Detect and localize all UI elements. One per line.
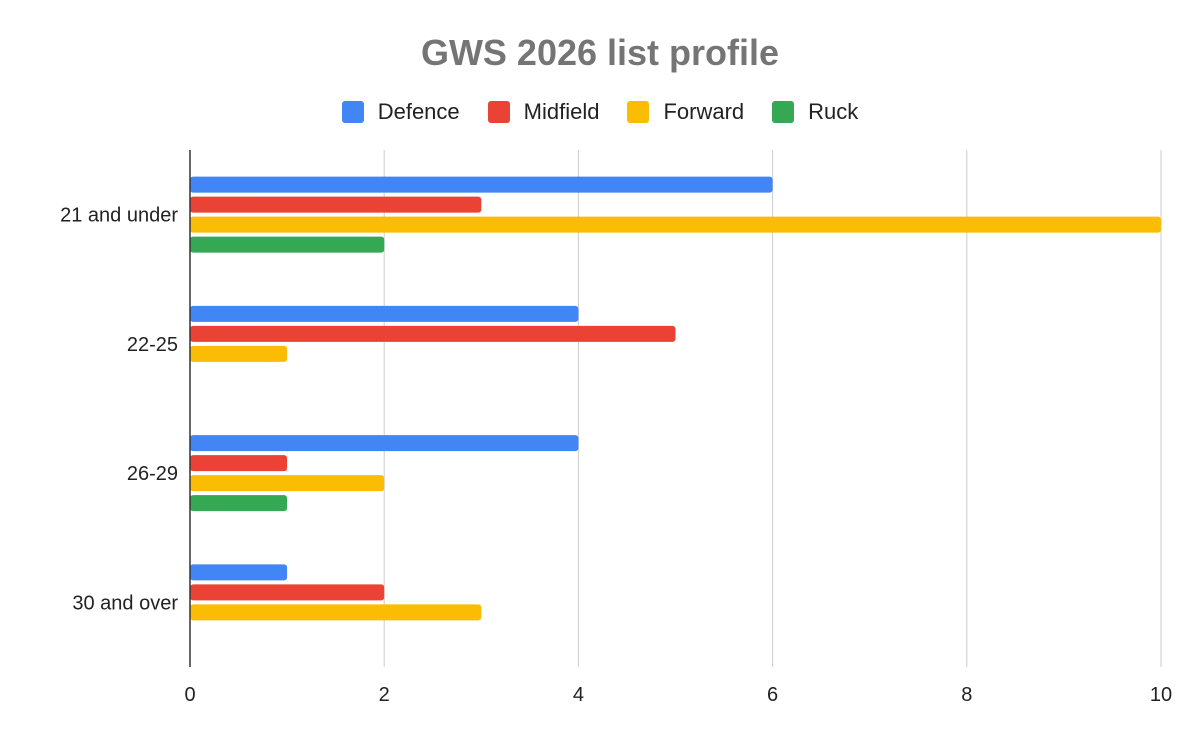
x-tick-label: 0 [184, 684, 195, 706]
legend-label: Ruck [808, 99, 859, 124]
bar-ruck [190, 495, 288, 512]
bar-defence [190, 305, 579, 322]
bar-midfield [190, 325, 676, 342]
legend-label: Defence [377, 99, 460, 124]
bar-defence [190, 435, 579, 452]
y-category-label: 22-25 [127, 334, 178, 356]
x-tick-label: 2 [379, 684, 390, 706]
bar-forward [190, 475, 385, 492]
legend-swatch [487, 101, 510, 123]
legend-item-forward: Forward [627, 99, 744, 125]
x-tick-label: 6 [767, 684, 778, 706]
legend-label: Midfield [523, 99, 600, 124]
bar-ruck [190, 236, 385, 253]
bar-midfield [190, 196, 482, 213]
bar-forward [190, 345, 288, 362]
legend-item-ruck: Ruck [772, 99, 858, 125]
x-tick-label: 8 [961, 684, 972, 706]
legend-item-midfield: Midfield [487, 99, 600, 125]
legend-item-defence: Defence [341, 99, 460, 125]
bar-midfield [190, 584, 385, 601]
legend-label: Forward [663, 99, 745, 124]
x-tick-label: 4 [573, 684, 584, 706]
y-category-label: 30 and over [72, 592, 178, 614]
bar-forward [190, 216, 1161, 233]
bar-midfield [190, 455, 288, 472]
chart-title: GWS 2026 list profile [420, 32, 780, 73]
legend-swatch [627, 101, 650, 123]
y-category-label: 21 and under [60, 205, 178, 227]
bar-defence [190, 564, 288, 581]
legend-swatch [341, 101, 364, 123]
legend-swatch [772, 101, 795, 123]
bar-forward [190, 604, 482, 621]
x-tick-label: 10 [1150, 684, 1172, 706]
y-category-label: 26-29 [127, 463, 178, 485]
bar-defence [190, 176, 773, 193]
legend: Defence Midfield Forward Ruck [0, 99, 1200, 125]
